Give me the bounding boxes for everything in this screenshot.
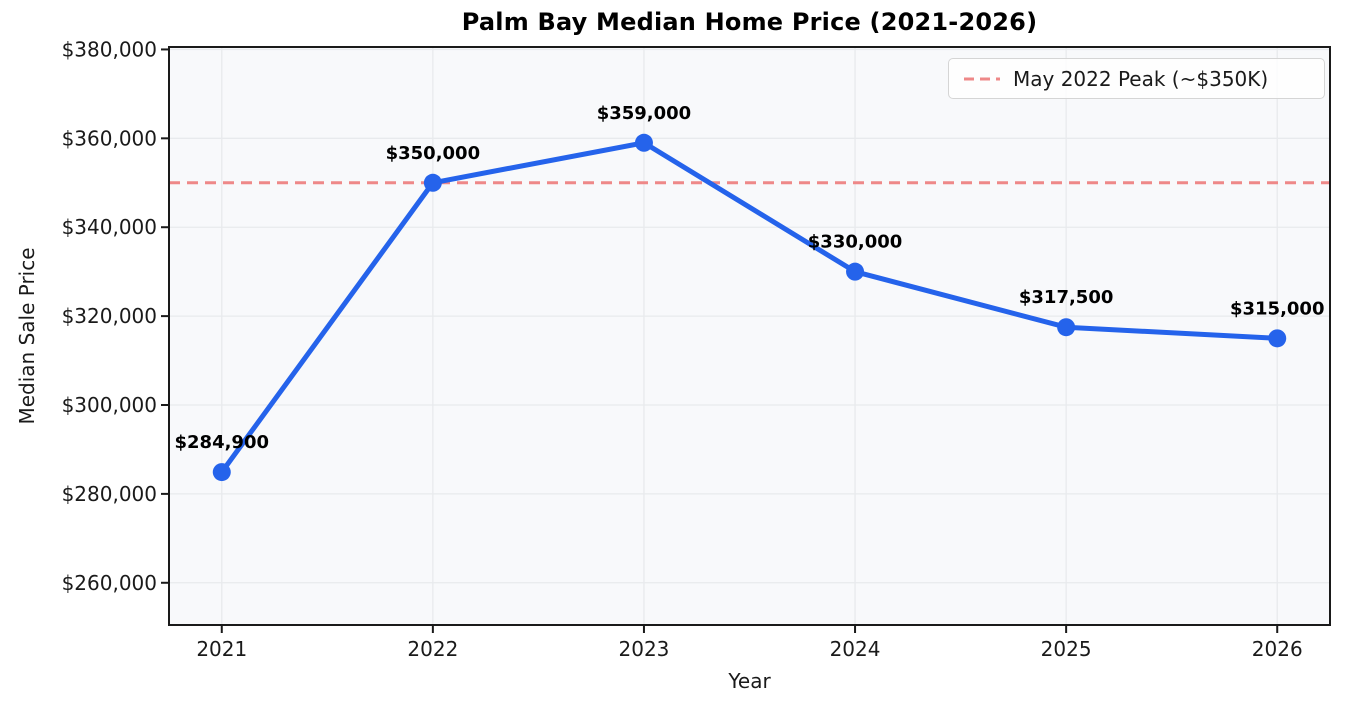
y-tick-label-360000: $360,000 xyxy=(62,126,157,150)
x-tick-label-2024: 2024 xyxy=(830,637,881,661)
x-tick-label-2025: 2025 xyxy=(1041,637,1092,661)
point-label-2023: $359,000 xyxy=(597,103,692,124)
dashed-line-icon xyxy=(964,77,1000,80)
data-point-2025 xyxy=(1057,318,1076,337)
point-label-2026: $315,000 xyxy=(1230,298,1325,319)
x-axis-label: Year xyxy=(728,669,771,693)
y-tick-label-340000: $340,000 xyxy=(62,215,157,239)
plot-border xyxy=(168,46,1331,626)
data-point-2026 xyxy=(1268,329,1287,348)
point-label-2022: $350,000 xyxy=(386,143,481,164)
legend: May 2022 Peak (~$350K) xyxy=(948,58,1325,99)
x-tick-label-2026: 2026 xyxy=(1252,637,1303,661)
y-tick-label-280000: $280,000 xyxy=(62,482,157,506)
price-line xyxy=(219,140,1280,475)
legend-label: May 2022 Peak (~$350K) xyxy=(1013,66,1269,91)
point-label-2021: $284,900 xyxy=(175,432,270,453)
y-tick-label-320000: $320,000 xyxy=(62,304,157,328)
y-tick-label-260000: $260,000 xyxy=(62,571,157,595)
data-point-2023 xyxy=(634,133,653,152)
x-tick-label-2023: 2023 xyxy=(619,637,670,661)
point-label-2025: $317,500 xyxy=(1019,287,1114,308)
data-point-2024 xyxy=(846,262,865,281)
y-tick-label-380000: $380,000 xyxy=(62,37,157,61)
x-tick-label-2021: 2021 xyxy=(196,637,247,661)
data-point-2021 xyxy=(212,463,231,482)
x-tick-label-2022: 2022 xyxy=(407,637,458,661)
y-tick-label-300000: $300,000 xyxy=(62,393,157,417)
data-point-2022 xyxy=(423,173,442,192)
chart-title: Palm Bay Median Home Price (2021-2026) xyxy=(461,8,1038,36)
plot-background xyxy=(169,47,1330,625)
point-label-2024: $330,000 xyxy=(808,232,903,253)
